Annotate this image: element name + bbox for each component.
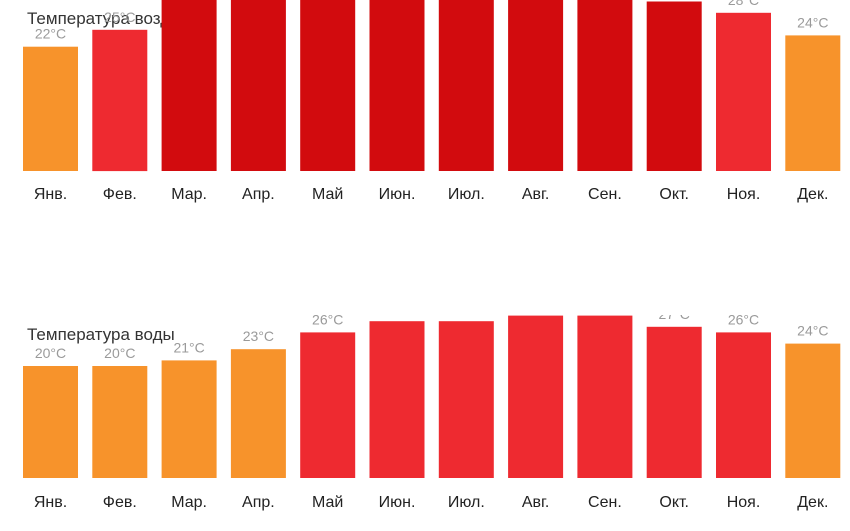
chart-title: Температура воздуха: [27, 9, 197, 28]
month-label-8: Сен.: [588, 186, 622, 203]
value-label-10: 26°C: [728, 315, 759, 327]
value-label-10: 28°C: [728, 0, 759, 8]
month-label-0: Янв.: [34, 186, 67, 203]
air-temperature-chart: Температура воздуха 22°CЯнв.25°CФев.35°C…: [0, 0, 850, 230]
bar-4: [300, 332, 356, 478]
bar-10: [716, 332, 771, 478]
value-label-6: 28°C: [451, 315, 482, 316]
month-label-0: Янв.: [34, 494, 67, 511]
month-label-8: Сен.: [588, 494, 622, 511]
month-label-7: Авг.: [522, 494, 550, 511]
month-label-11: Дек.: [797, 494, 828, 511]
value-label-4: 26°C: [312, 315, 343, 327]
month-label-1: Фев.: [103, 494, 137, 511]
month-label-2: Мар.: [171, 494, 207, 511]
value-label-9: 27°C: [659, 315, 690, 322]
bar-3: [230, 0, 286, 172]
bar-0: [23, 46, 78, 172]
bar-4: [300, 0, 356, 172]
month-label-7: Авг.: [522, 186, 550, 203]
value-label-11: 24°C: [797, 323, 828, 339]
month-label-6: Июл.: [448, 494, 485, 511]
bar-1: [92, 29, 148, 172]
bar-11: [785, 35, 841, 172]
bar-6: [438, 0, 494, 171]
bar-9: [646, 1, 702, 171]
month-label-3: Апр.: [242, 494, 275, 511]
bar-8: [577, 0, 633, 171]
month-label-10: Ноя.: [727, 494, 761, 511]
water-temperature-plot: 20°C Янв. 20°C Фев. 21°C Мар. 23°C Апр. 26°C Май 2…: [23, 315, 841, 511]
month-label-2: Мар.: [171, 186, 207, 203]
bar-8: [577, 315, 633, 478]
value-label-1: 25°C: [104, 9, 135, 25]
bar-2: [161, 360, 217, 478]
chart-title: Температура воды: [27, 325, 175, 344]
month-label-4: Май: [312, 186, 343, 203]
bar-5: [369, 0, 425, 171]
value-label-5: 28°C: [381, 315, 412, 316]
value-label-0: 22°C: [35, 26, 66, 42]
month-label-1: Фев.: [103, 186, 137, 203]
bar-10: [716, 12, 771, 171]
value-label-11: 24°C: [797, 14, 828, 30]
month-label-9: Окт.: [659, 186, 689, 203]
month-label-5: Июн.: [379, 494, 416, 511]
water-temperature-chart: Температура воды 20°C Янв. 20°C Фев. 21°C Мар…: [0, 315, 850, 531]
bar-2: [161, 0, 217, 172]
month-label-9: Окт.: [659, 494, 689, 511]
month-label-4: Май: [312, 494, 343, 511]
month-label-3: Апр.: [242, 186, 275, 203]
bar-6: [438, 321, 494, 478]
bar-7: [508, 315, 564, 478]
air-temperature-plot: 22°CЯнв.25°CФев.35°CМар.32°CАпр.34°CМай4…: [23, 0, 841, 203]
month-label-5: Июн.: [379, 186, 416, 203]
month-label-6: Июл.: [448, 186, 485, 203]
bar-7: [508, 0, 564, 171]
month-label-11: Дек.: [797, 186, 828, 203]
value-label-2: 21°C: [173, 339, 204, 355]
value-label-0: 20°C: [35, 345, 66, 361]
bar-5: [369, 321, 425, 478]
bar-11: [785, 343, 841, 478]
value-label-1: 20°C: [104, 345, 135, 361]
bar-1: [92, 366, 148, 478]
bar-3: [230, 349, 286, 478]
bar-0: [23, 366, 78, 478]
bar-9: [646, 326, 702, 478]
month-label-10: Ноя.: [727, 186, 761, 203]
value-label-3: 23°C: [243, 328, 274, 344]
